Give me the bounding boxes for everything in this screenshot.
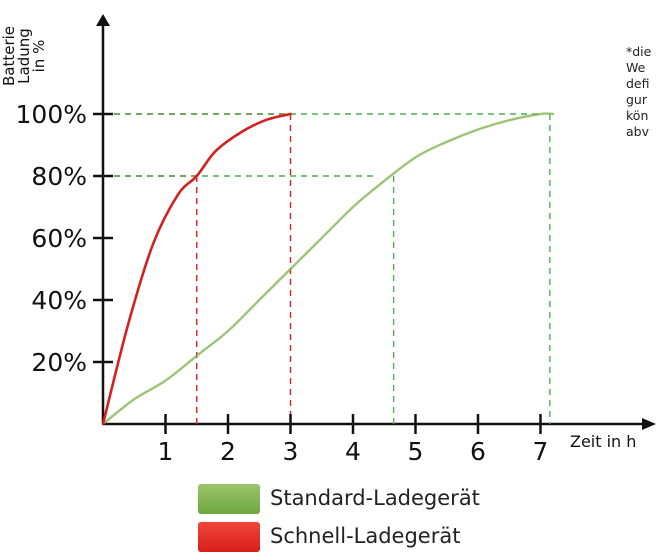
- y-tick-label-80%: 80%: [31, 162, 87, 191]
- series-line-standard: [101, 112, 555, 426]
- footnote-line-4: gur: [626, 92, 647, 107]
- legend-label-schnell: Schnell-Ladegerät: [270, 524, 461, 548]
- x-tick-label-7: 7: [533, 437, 549, 466]
- x-tick-label-2: 2: [220, 437, 236, 466]
- legend-swatch-standard: [198, 484, 260, 514]
- y-axis-label: Batterie Ladung in %: [0, 4, 70, 86]
- y-tick-label-100%: 100%: [16, 100, 87, 129]
- y-tick-label-60%: 60%: [31, 224, 87, 253]
- x-tick-label-4: 4: [345, 437, 361, 466]
- x-tick-label-1: 1: [158, 437, 174, 466]
- y-tick-label-40%: 40%: [31, 286, 87, 315]
- y-tick-label-20%: 20%: [31, 348, 87, 377]
- y-axis-arrow: [96, 14, 110, 26]
- x-tick-label-3: 3: [283, 437, 299, 466]
- x-tick-label-6: 6: [470, 437, 486, 466]
- legend-label-standard: Standard-Ladegerät: [270, 486, 480, 510]
- y-axis-label-line-3: in %: [30, 39, 48, 73]
- x-tick-label-5: 5: [408, 437, 424, 466]
- legend-swatch-schnell: [198, 522, 260, 552]
- series-line-schnell: [101, 112, 292, 426]
- footnote-line-3: defi: [626, 76, 650, 91]
- footnote-line-6: abv: [626, 124, 649, 139]
- footnote-line-2: We: [626, 60, 646, 75]
- footnote-line-5: kön: [626, 108, 649, 123]
- x-axis-arrow: [642, 418, 656, 430]
- footnote-line-1: *die: [626, 44, 652, 59]
- footnote: *die We defi gur kön abv: [626, 44, 660, 140]
- x-axis-label: Zeit in h: [570, 432, 636, 451]
